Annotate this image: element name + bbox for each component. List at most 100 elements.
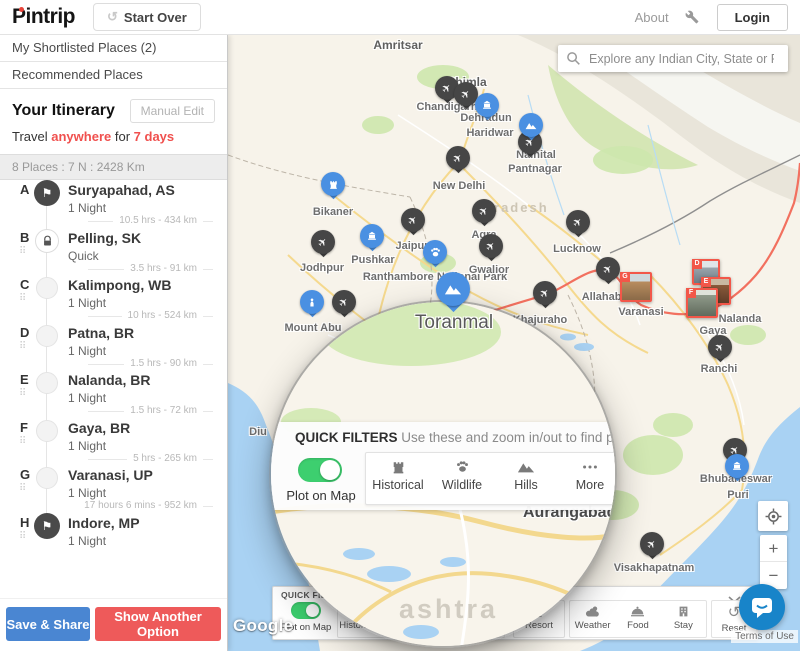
map-pin-bikaner-fort[interactable] xyxy=(321,172,345,196)
map-pin-lucknow-airport[interactable]: ✈ xyxy=(566,210,590,234)
zoom-in-button[interactable]: + xyxy=(760,535,787,562)
map-pin-gwalior-airport[interactable]: ✈ xyxy=(479,234,503,258)
map-pin-visakhapatnam-airport[interactable]: ✈ xyxy=(640,532,664,556)
filter-historical-button[interactable]: Historical xyxy=(366,453,430,504)
drag-handle[interactable]: ⠿ xyxy=(19,388,27,399)
google-logo: Google xyxy=(233,616,294,635)
map-label-jaipur: Jaipur xyxy=(395,240,429,252)
bar-filter-label: Resort xyxy=(525,620,553,631)
map-pin-agra-airport[interactable]: ✈ xyxy=(472,199,496,223)
photo-marker-gaya[interactable]: F xyxy=(686,288,718,318)
reset-icon: ↺ xyxy=(727,604,741,621)
drag-handle[interactable]: ⠿ xyxy=(19,245,27,257)
bar-plot-section: Plot on Map xyxy=(275,600,337,638)
bar-reset-button[interactable]: ↺ Reset xyxy=(712,601,756,637)
hotel-building-icon xyxy=(679,606,688,617)
bar-filter-label: Stay xyxy=(673,620,693,631)
map-pin-jodhpur-airport[interactable]: ✈ xyxy=(311,230,335,254)
itinerary-row-c[interactable]: C ⠿ Kalimpong, WB 1 Night xyxy=(0,275,227,310)
itinerary-row-d[interactable]: D ⠿ Patna, BR 1 Night xyxy=(0,323,227,358)
map-pin-ranthambore-wildlife[interactable] xyxy=(423,240,447,264)
mountain-icon xyxy=(517,463,535,473)
my-location-button[interactable] xyxy=(758,501,788,531)
map-pin-khajuraho-airport[interactable]: ✈ xyxy=(533,281,557,305)
zoom-out-button[interactable]: − xyxy=(768,566,779,585)
map-pin-dehradun-airport[interactable]: ✈ xyxy=(454,82,478,106)
bar-food-button[interactable]: Food xyxy=(615,601,660,637)
itinerary-row-h[interactable]: H ⠿ ⚑ Indore, MP 1 Night xyxy=(0,512,227,548)
bar-info-group: Weather Food Stay xyxy=(569,600,707,638)
about-link[interactable]: About xyxy=(634,9,669,25)
drag-handle[interactable]: ⠿ xyxy=(19,340,27,352)
map-pin-dehradun-temple[interactable] xyxy=(475,93,499,117)
map-pin-nainital-hills[interactable] xyxy=(519,113,543,137)
itinerary-row-g[interactable]: G ⠿ Varanasi, UP 1 Night xyxy=(0,465,227,500)
start-over-button[interactable]: ↺ Start Over xyxy=(93,3,201,31)
drag-handle[interactable]: ⠿ xyxy=(19,483,27,494)
drag-handle[interactable]: ⠿ xyxy=(19,293,27,304)
travel-anywhere[interactable]: anywhere xyxy=(51,129,112,144)
itinerary-row-b[interactable]: B ⠿ Pelling, SK Quick xyxy=(0,228,227,263)
bar-stay-button[interactable]: Stay xyxy=(661,601,706,637)
itinerary-row-a[interactable]: A ⚑ Suryapahad, AS 1 Night xyxy=(0,180,227,215)
flag-pin-icon: ⚑ xyxy=(34,512,60,539)
leg-divider: 1.5 hrs - 72 km xyxy=(0,404,227,418)
save-share-button[interactable]: Save & Share xyxy=(6,607,90,641)
travel-days[interactable]: 7 days xyxy=(133,129,175,144)
place-name: Indore, MP xyxy=(68,514,140,531)
map-label-ranchi: Ranchi xyxy=(700,363,738,375)
map-pin-pushkar-temple[interactable] xyxy=(360,224,384,248)
filter-more-button[interactable]: More xyxy=(558,453,615,504)
leg-divider: 1.5 hrs - 90 km xyxy=(0,357,227,371)
map-label-pushkar: Pushkar xyxy=(351,254,395,266)
map-pin-mount-abu-statue[interactable] xyxy=(300,290,324,314)
bar-weather-button[interactable]: Weather xyxy=(570,601,615,637)
target-icon xyxy=(765,508,781,524)
itinerary-connector-line xyxy=(46,202,47,532)
map-canvas[interactable]: Amritsar Shimla Chandigarh Dehradun Hari… xyxy=(228,35,800,651)
itinerary-row-e[interactable]: E ⠿ Nalanda, BR 1 Night xyxy=(0,370,227,405)
show-another-option-button[interactable]: Show Another Option xyxy=(95,607,221,641)
login-button[interactable]: Login xyxy=(716,3,788,31)
map-pin-udaipur-airport[interactable]: ✈ xyxy=(332,290,356,314)
map-label-maharashtra-ghost: ashtra xyxy=(399,594,499,624)
itinerary-row-f[interactable]: F ⠿ Gaya, BR 1 Night xyxy=(0,418,227,453)
plane-icon: ✈ xyxy=(315,234,331,250)
leg-divider: 17 hours 6 mins - 952 km xyxy=(0,499,227,513)
leg-distance: 17 hours 6 mins - 952 km xyxy=(78,500,203,511)
map-pin-ranchi-airport[interactable]: ✈ xyxy=(708,335,732,359)
place-circle-icon xyxy=(36,467,58,489)
map-pin-bhubaneswar-temple[interactable] xyxy=(725,454,749,478)
map-pin-allahabad-airport[interactable]: ✈ xyxy=(596,257,620,281)
wrench-icon[interactable] xyxy=(685,10,699,24)
terms-of-use-link[interactable]: Terms of Use xyxy=(731,630,798,643)
search-input[interactable] xyxy=(589,51,774,66)
plane-icon: ✈ xyxy=(476,203,492,219)
pintrip-logo[interactable]: Pintrip xyxy=(12,5,76,29)
photo-marker-varanasi[interactable]: G xyxy=(620,272,652,302)
map-search-box[interactable] xyxy=(558,45,788,72)
manual-edit-button[interactable]: Manual Edit xyxy=(129,99,215,123)
map-pin-new-delhi-airport[interactable]: ✈ xyxy=(446,146,470,170)
plane-icon: ✈ xyxy=(439,80,455,96)
place-circle-icon xyxy=(36,277,58,299)
sidebar-item-recommended[interactable]: Recommended Places xyxy=(0,62,227,89)
plane-icon: ✈ xyxy=(600,261,616,277)
filter-hills-button[interactable]: Hills xyxy=(494,453,558,504)
drag-handle[interactable]: ⠿ xyxy=(19,435,27,447)
plot-on-map-toggle[interactable] xyxy=(298,458,342,482)
drag-handle[interactable]: ⠿ xyxy=(19,530,27,542)
place-nights: 1 Night xyxy=(68,343,107,358)
quick-filters-panel-magnified: QUICK FILTERS Use these and zoom in/out … xyxy=(271,422,615,510)
leg-divider: 5 hrs - 265 km xyxy=(0,452,227,466)
plane-icon: ✈ xyxy=(483,238,499,254)
paw-icon xyxy=(456,461,468,472)
filter-wildlife-button[interactable]: Wildlife xyxy=(430,453,494,504)
chat-bubble-button[interactable] xyxy=(739,584,785,630)
place-circle-icon xyxy=(36,372,58,394)
sidebar-item-shortlisted[interactable]: My Shortlisted Places (2) xyxy=(0,35,227,62)
bar-plot-on-map-toggle[interactable] xyxy=(291,602,321,619)
map-pin-toranmal-mountain[interactable] xyxy=(436,272,470,306)
place-name: Kalimpong, WB xyxy=(68,277,172,293)
map-pin-jaipur-airport[interactable]: ✈ xyxy=(401,208,425,232)
